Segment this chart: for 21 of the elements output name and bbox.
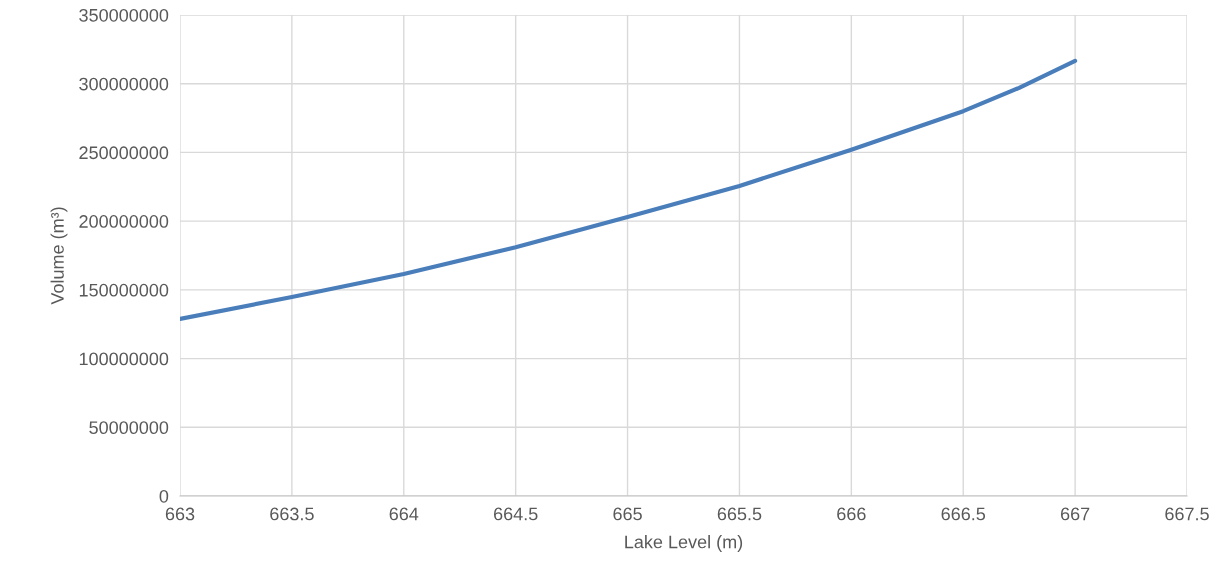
x-tick-label: 666 xyxy=(837,507,866,521)
x-axis-title: Lake Level (m) xyxy=(625,535,743,552)
x-tick-label: 663 xyxy=(165,507,195,521)
x-tick-label: 665.5 xyxy=(717,507,762,521)
x-tick-label: 664.5 xyxy=(493,507,538,521)
y-tick-label: 0 xyxy=(159,489,169,503)
x-tick-label: 666.5 xyxy=(941,507,986,521)
x-tick-label: 667.5 xyxy=(1165,507,1209,521)
y-tick-label: 350000000 xyxy=(79,8,169,22)
x-tick-label: 665 xyxy=(613,507,642,521)
x-tick-label: 663.5 xyxy=(270,507,314,521)
y-tick-label: 50000000 xyxy=(89,421,169,435)
x-tick-label: 667 xyxy=(1060,507,1090,521)
y-tick-label: 150000000 xyxy=(79,283,169,297)
y-tick-label: 250000000 xyxy=(79,146,169,160)
y-tick-label: 200000000 xyxy=(79,215,169,228)
y-axis-title: Volume (m³) xyxy=(50,207,68,305)
line-series xyxy=(180,58,1078,322)
y-tick-label: 100000000 xyxy=(79,352,169,366)
x-tick-label: 664 xyxy=(389,507,419,521)
y-tick-label: 300000000 xyxy=(79,77,169,91)
